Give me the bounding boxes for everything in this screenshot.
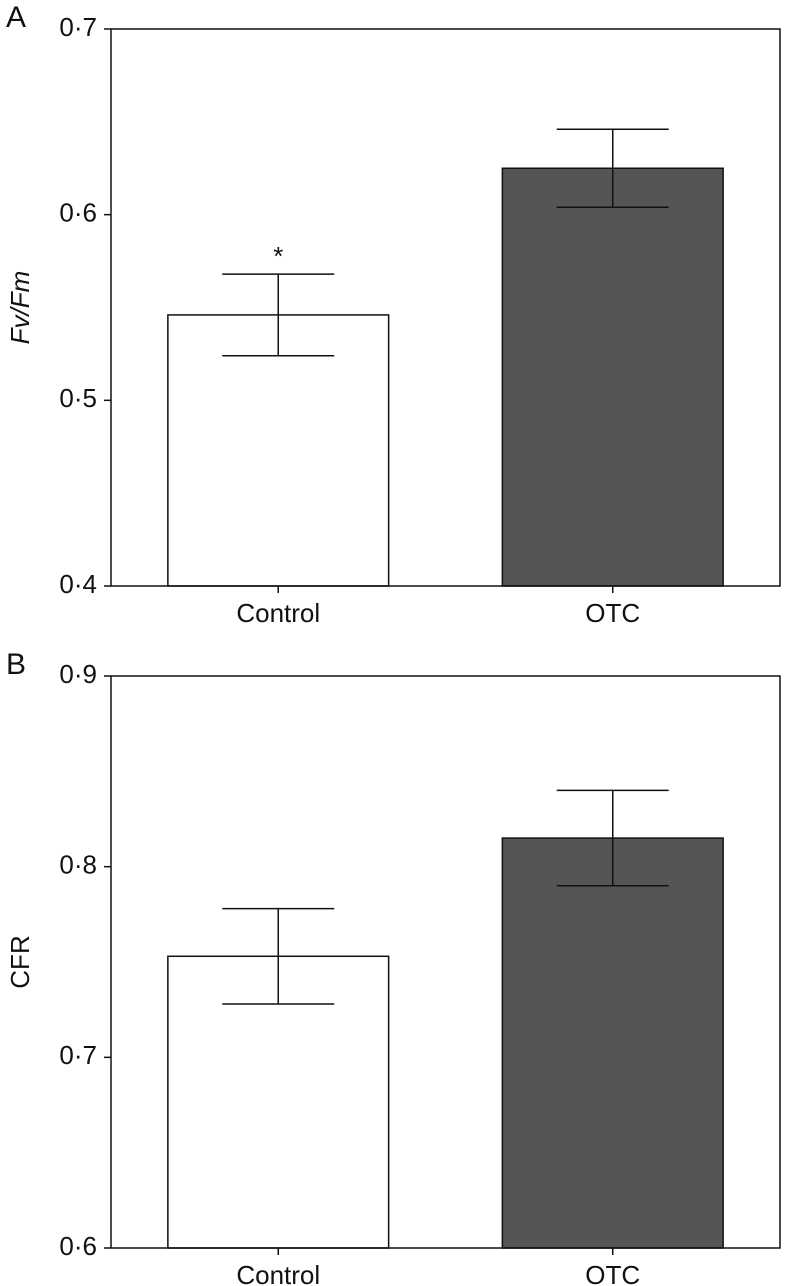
y-axis-label: Fv/Fm (5, 271, 35, 345)
x-tick-label: OTC (585, 598, 640, 628)
annotation: * (273, 241, 283, 271)
bar (501, 837, 724, 1249)
y-tick-label: 0·6 (59, 198, 97, 228)
y-tick-label: 0·7 (59, 1040, 97, 1070)
y-tick-label: 0·7 (59, 12, 97, 42)
x-tick-label: Control (236, 1260, 320, 1286)
panel-label: A (6, 1, 26, 34)
x-tick-label: Control (236, 598, 320, 628)
bar (501, 167, 724, 587)
y-tick-label: 0·4 (59, 569, 97, 599)
y-tick-label: 0·8 (59, 850, 97, 880)
y-axis-label: CFR (5, 935, 35, 988)
plot-frame (110, 28, 781, 587)
y-tick-label: 0·6 (59, 1231, 97, 1261)
x-tick-label: OTC (585, 1260, 640, 1286)
y-tick-label: 0·9 (59, 659, 97, 689)
bar (167, 955, 390, 1249)
y-tick-label: 0·5 (59, 383, 97, 413)
plot-frame (110, 675, 781, 1249)
panel-label: B (6, 648, 26, 681)
bar (167, 314, 390, 587)
